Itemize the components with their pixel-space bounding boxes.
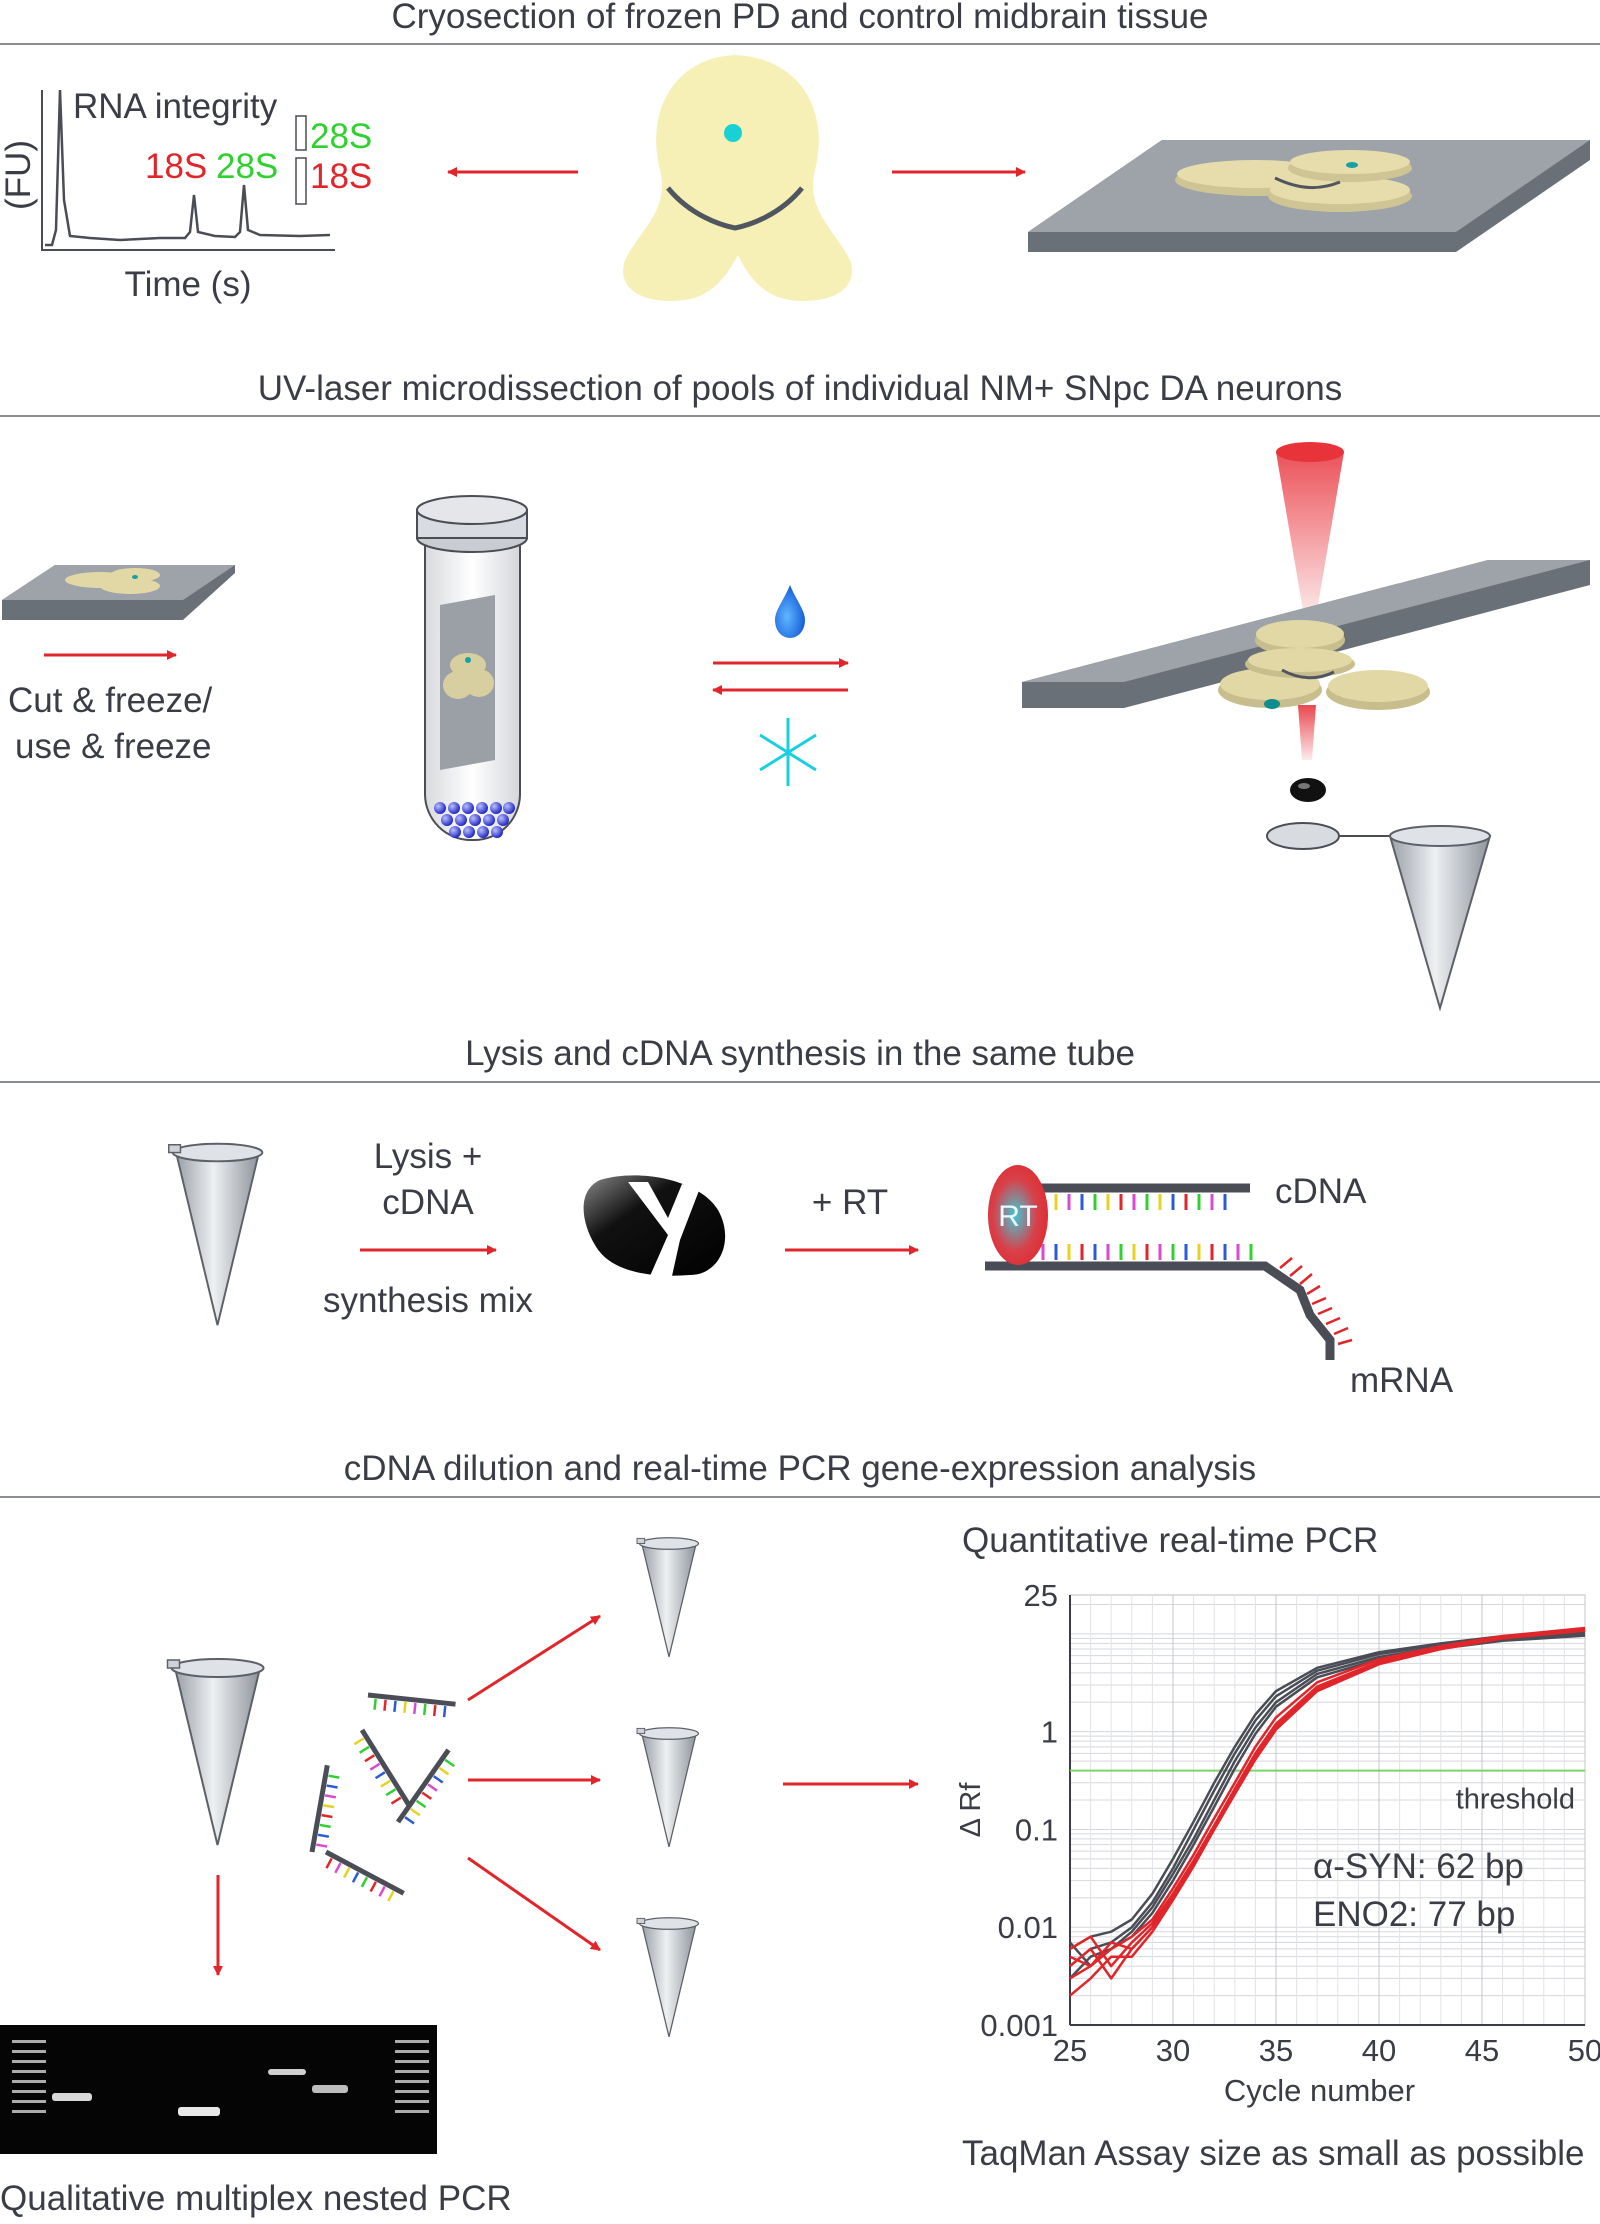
base-pair-ticks bbox=[1028, 1194, 1253, 1260]
cut-label-1: Cut & freeze/ bbox=[8, 681, 213, 720]
mrna-label: mRNA bbox=[1350, 1361, 1454, 1400]
primer-fragments bbox=[309, 1692, 456, 1902]
slide-with-section bbox=[1028, 140, 1590, 252]
y-tick-label: 1 bbox=[1041, 1715, 1058, 1750]
snowflake-icon bbox=[759, 718, 817, 786]
rna-integrity-trace: RNA integrity (FU) Time (s) 18S 28S 28S … bbox=[0, 87, 372, 304]
peak-18s-label: 18S bbox=[145, 147, 207, 186]
cdna-tube bbox=[166, 1657, 265, 1847]
lysis-label-3: synthesis mix bbox=[323, 1281, 534, 1320]
annotation-eno2: ENO2: 77 bp bbox=[1313, 1895, 1515, 1934]
arrow-to-tube-1 bbox=[467, 1614, 601, 1702]
x-tick-label: 35 bbox=[1259, 2033, 1293, 2068]
dilution-tube-2 bbox=[636, 1727, 700, 1848]
cut-label-2: use & freeze bbox=[15, 727, 212, 766]
midbrain-section bbox=[623, 55, 852, 301]
x-tick-label: 25 bbox=[1053, 2033, 1087, 2068]
storage-tube bbox=[416, 495, 528, 841]
rna-integrity-title: RNA integrity bbox=[73, 87, 278, 126]
legend-18s: 18S bbox=[310, 157, 372, 196]
rt-cdna-complex: RT bbox=[985, 1165, 1353, 1360]
section-4-title: cDNA dilution and real-time PCR gene-exp… bbox=[344, 1449, 1256, 1488]
amplification-curve-9 bbox=[1069, 1627, 1586, 1980]
lysed-cell-icon bbox=[583, 1175, 726, 1276]
cdna-label: cDNA bbox=[1275, 1172, 1367, 1211]
x-tick-label: 30 bbox=[1156, 2033, 1190, 2068]
qpcr-chart: 25 30 35 40 45 50 0.001 0.01 0.1 1 25 Cycle number Δ… bbox=[955, 1578, 1600, 2108]
gel-caption: Qualitative multiplex nested PCR bbox=[0, 2179, 512, 2218]
y-tick-label: 25 bbox=[1024, 1578, 1058, 1613]
y-tick-label: 0.001 bbox=[980, 2008, 1058, 2043]
dilution-tube-1 bbox=[636, 1537, 700, 1658]
arrow-to-tube-3 bbox=[467, 1856, 601, 1952]
x-tick-label: 50 bbox=[1568, 2033, 1600, 2068]
section-1-title: Cryosection of frozen PD and control mid… bbox=[391, 0, 1208, 36]
rt-arrow-label: + RT bbox=[812, 1183, 888, 1222]
amplification-curve-5 bbox=[1069, 1626, 1586, 1980]
taqman-caption: TaqMan Assay size as small as possible bbox=[962, 2134, 1585, 2173]
y-axis-label: Δ Rf bbox=[955, 1782, 987, 1838]
section-3-title: Lysis and cDNA synthesis in the same tub… bbox=[465, 1034, 1135, 1073]
small-slide bbox=[2, 565, 235, 620]
amplification-curve-1 bbox=[1069, 1628, 1586, 1950]
lysis-label-2: cDNA bbox=[382, 1183, 474, 1222]
water-drop-icon bbox=[775, 585, 805, 638]
amplification-curve-2 bbox=[1069, 1630, 1586, 1968]
rt-enzyme-label: RT bbox=[998, 1200, 1037, 1233]
qpcr-title: Quantitative real-time PCR bbox=[962, 1521, 1378, 1560]
lysis-label-1: Lysis + bbox=[374, 1137, 483, 1176]
peak-28s-label: 28S bbox=[216, 147, 278, 186]
x-axis-label: Cycle number bbox=[1224, 2073, 1415, 2108]
annotation-asyn: α-SYN: 62 bp bbox=[1313, 1847, 1524, 1886]
rna-xlabel: Time (s) bbox=[124, 265, 251, 304]
dilution-tube-3 bbox=[636, 1917, 700, 2038]
section-2-title: UV-laser microdissection of pools of ind… bbox=[258, 369, 1343, 408]
lysis-tube bbox=[167, 1142, 264, 1327]
legend-28s: 28S bbox=[310, 117, 372, 156]
threshold-label: threshold bbox=[1456, 1784, 1575, 1816]
y-tick-label: 0.1 bbox=[1015, 1812, 1058, 1847]
x-tick-label: 40 bbox=[1362, 2033, 1396, 2068]
y-tick-label: 0.01 bbox=[998, 1910, 1058, 1945]
laser-microdissection bbox=[1022, 442, 1590, 1012]
gel-image bbox=[0, 2025, 437, 2154]
rna-ylabel: (FU) bbox=[0, 140, 38, 210]
x-tick-label: 45 bbox=[1465, 2033, 1499, 2068]
mrna-tail-ticks bbox=[1279, 1257, 1353, 1346]
